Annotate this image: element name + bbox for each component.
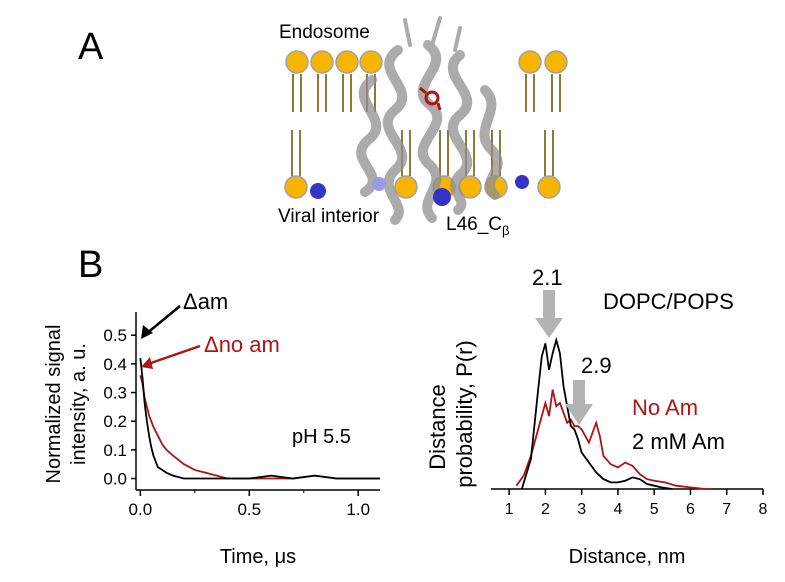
x-tick-label: 8 [759, 501, 768, 518]
x-axis-label: Distance, nm [569, 546, 686, 568]
panel-b-letter: B [78, 244, 104, 286]
spin-label-3 [433, 188, 451, 206]
y-tick-label: 0.3 [103, 384, 127, 403]
x-tick-label: 7 [722, 501, 731, 518]
lipid-bilayer [284, 50, 568, 199]
x-tick-label: 1 [505, 501, 514, 518]
legend-no-am: No Am [632, 395, 698, 420]
time-chart: 0.0 0.5 1.0 0.0 0.1 0.2 0.3 0.4 0.5 Time, μs Norma… [43, 289, 380, 568]
helix-3 [447, 50, 473, 215]
peak-arrow-2-shaft [573, 380, 585, 406]
helix-1 [382, 45, 408, 225]
x-axis-label: Time, μs [220, 546, 296, 568]
y-axis-label-line2: probability, P(r) [452, 340, 477, 488]
amantadine-drug [419, 86, 442, 111]
label-endosome: Endosome [279, 22, 370, 43]
label-viral-interior: Viral interior [278, 206, 380, 227]
helix-tails [403, 16, 462, 52]
annotation-am: Δam [183, 289, 228, 314]
chart-title: DOPC/POPS [603, 289, 734, 314]
series-line [515, 389, 713, 490]
lipid-head [544, 50, 568, 74]
x-tick-label: 2 [541, 501, 550, 518]
annotation-ph: pH 5.5 [292, 426, 351, 448]
annotation-no-am: Δno am [204, 332, 280, 357]
lipid-head [285, 50, 309, 74]
arrow-no-am [147, 344, 201, 366]
label-residue: L46_Cβ [446, 214, 510, 238]
y-axis-label-line1: Normalized signal [43, 325, 65, 484]
spin-label-4 [515, 175, 529, 189]
protein-helices [356, 16, 503, 225]
y-tick-label: 0.0 [103, 470, 127, 489]
x-tick-label: 3 [577, 501, 586, 518]
legend-2mm-am: 2 mM Am [632, 429, 725, 454]
x-tick-label: 4 [613, 501, 622, 518]
arrowhead-no-am [141, 357, 153, 369]
lipid-head [518, 50, 542, 74]
y-axis-label-line1: Distance [425, 384, 450, 470]
arrowhead-am [141, 325, 153, 339]
series-line [520, 336, 673, 490]
helix-5 [479, 85, 503, 200]
y-tick-label: 0.5 [103, 326, 127, 345]
lipid-head [310, 50, 334, 74]
helix-4 [356, 75, 382, 197]
peak-arrow-2-head [565, 404, 593, 425]
lipid-head [359, 50, 383, 74]
arrow-am [145, 305, 181, 335]
lipid-head [284, 175, 308, 199]
y-tick-label: 0.2 [103, 412, 127, 431]
lipid-head [537, 175, 561, 199]
y-tick-label: 0.4 [103, 355, 127, 374]
x-tick-label: 0.0 [129, 500, 153, 519]
y-axis-label-line2: intensity, a. u. [68, 343, 90, 465]
x-tick-label: 1.0 [346, 500, 370, 519]
series-line [139, 358, 380, 480]
distance-chart: 1 2 3 4 5 6 7 8 2.1 2.9 DOPC/POPS No Am 2 mM Am Dista… [425, 265, 768, 568]
panel-a-letter: A [78, 26, 104, 68]
annotation-peak2: 2.9 [581, 353, 612, 378]
x-tick-label: 0.5 [237, 500, 261, 519]
helix-2 [417, 40, 443, 223]
y-tick-label: 0.1 [103, 441, 127, 460]
peak-arrow-1-shaft [543, 290, 555, 320]
spin-label-2 [372, 177, 386, 191]
lipid-head [335, 50, 359, 74]
peak-arrow-1-head [535, 318, 563, 338]
spin-label-1 [310, 183, 326, 199]
x-tick-label: 5 [650, 501, 659, 518]
lipid-head [394, 175, 418, 199]
x-tick-label: 6 [686, 501, 695, 518]
annotation-peak1: 2.1 [532, 265, 563, 290]
